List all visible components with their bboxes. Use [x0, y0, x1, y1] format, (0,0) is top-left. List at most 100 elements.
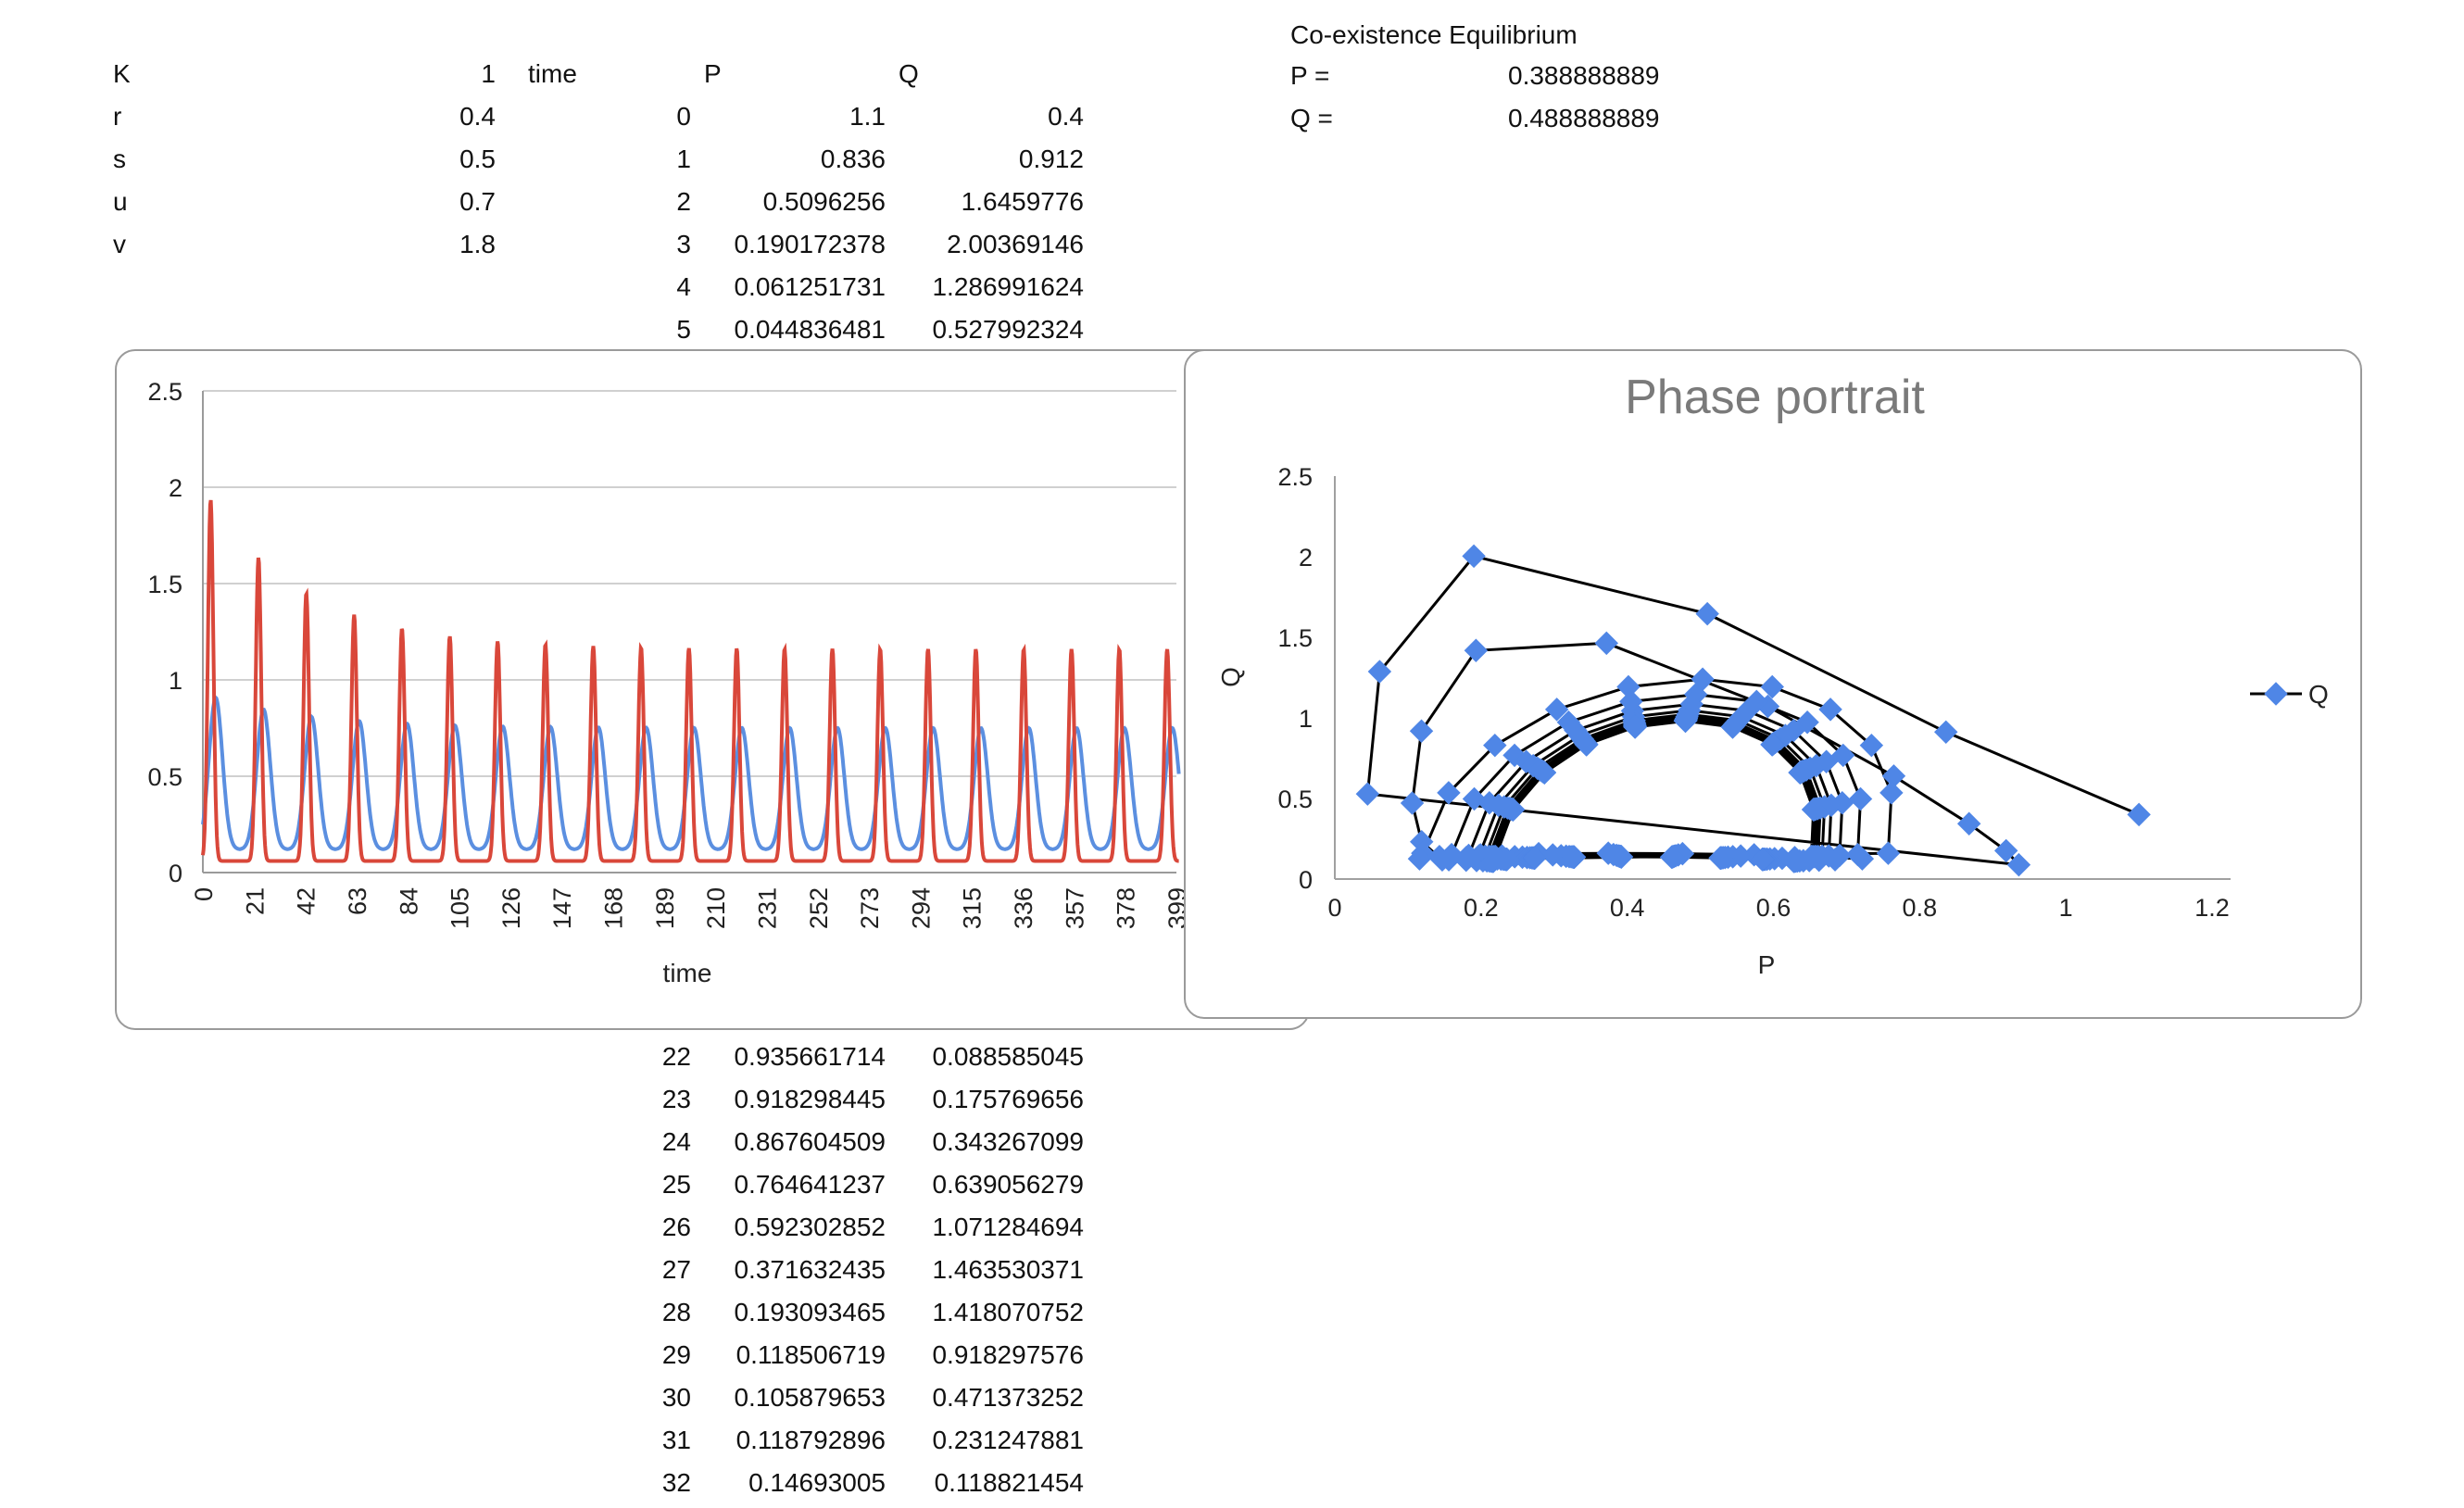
time-cell: 29 [661, 1340, 691, 1369]
time-cell: 2 [676, 187, 691, 216]
y-tick-label: 0.5 [1277, 785, 1313, 813]
equilibrium-q-label: Q = [1290, 104, 1333, 132]
x-tick-label: 105 [446, 887, 474, 929]
phase-point [1609, 845, 1634, 869]
time-series-chart[interactable]: 0 0.5 1 1.5 2 2.5 0 21 42 63 84 105 126 147 168 189 210… [115, 349, 1310, 1030]
q-cell: 1.418070752 [932, 1298, 1084, 1326]
phase-point [1660, 845, 1684, 870]
time-cell: 26 [661, 1213, 691, 1241]
phase-point [2127, 802, 2151, 827]
q-cell: 0.231247881 [932, 1426, 1084, 1454]
param-name: K [113, 59, 131, 88]
phase-point [1760, 733, 1784, 757]
param-value: 1.8 [459, 230, 496, 258]
param-value: 0.5 [459, 145, 496, 173]
phase-point [1695, 601, 1719, 626]
y-tick-label: 0 [169, 860, 182, 887]
param-name: v [113, 230, 126, 258]
equilibrium-title: Co-existence Equilibrium [1290, 20, 1578, 49]
legend: Q [2250, 680, 2329, 709]
time-cell: 30 [661, 1383, 691, 1412]
q-cell: 0.175769656 [932, 1085, 1084, 1113]
phase-point [1616, 674, 1641, 699]
p-cell: 0.105879653 [734, 1383, 886, 1412]
phase-point [1483, 733, 1507, 758]
phase-point [1623, 715, 1647, 739]
x-tick-label: 357 [1061, 887, 1088, 929]
x-tick-label: 315 [959, 887, 987, 929]
phase-point [1848, 786, 1873, 811]
header-time: time [528, 59, 577, 88]
equilibrium-q-value: 0.488888889 [1508, 104, 1660, 132]
time-cell: 32 [661, 1468, 691, 1497]
p-cell: 0.193093465 [734, 1298, 886, 1326]
phase-point [1495, 848, 1519, 872]
time-series-plot: 0 0.5 1 1.5 2 2.5 0 21 42 63 84 105 126 147 168 189 210… [147, 378, 1191, 987]
q-cell: 0.088585045 [932, 1042, 1084, 1071]
x-tick-label: 0.8 [1903, 894, 1938, 922]
time-cell: 27 [661, 1255, 691, 1284]
x-axis-title: P [1758, 950, 1776, 979]
phase-point [1532, 760, 1557, 785]
time-cell: 4 [676, 272, 691, 301]
x-tick-label: 231 [753, 887, 781, 929]
p-cell: 0.118506719 [735, 1340, 886, 1369]
param-name: s [113, 145, 126, 173]
phase-point [1562, 845, 1587, 870]
x-tick-label: 0.6 [1756, 894, 1791, 922]
x-tick-label: 252 [805, 887, 833, 929]
y-tick-label: 2.5 [147, 378, 182, 406]
phase-point [1876, 841, 1901, 865]
phase-point [1400, 791, 1425, 815]
phase-point [1673, 709, 1698, 734]
p-cell: 0.5096256 [762, 187, 886, 216]
q-cell: 2.00369146 [947, 230, 1084, 258]
header-p: P [704, 59, 722, 88]
time-cell: 3 [676, 230, 691, 258]
chart-title: Phase portrait [1625, 371, 1925, 424]
x-tick-label: 63 [344, 887, 371, 915]
header-q: Q [899, 59, 919, 88]
time-cell: 5 [676, 315, 691, 344]
y-tick-label: 1.5 [1277, 624, 1313, 652]
series-q-line [201, 499, 1179, 863]
p-cell: 0.592302852 [734, 1213, 886, 1241]
q-cell: 0.918297576 [932, 1340, 1084, 1369]
x-tick-label: 126 [497, 887, 525, 929]
x-tick-label: 1 [2059, 894, 2073, 922]
param-value: 0.7 [459, 187, 496, 216]
x-axis-title: time [663, 959, 712, 987]
time-cell: 23 [661, 1085, 691, 1113]
p-cell: 0.371632435 [734, 1255, 886, 1284]
p-cell: 0.118792896 [735, 1426, 886, 1454]
x-tick-label: 294 [907, 887, 935, 929]
x-tick-label: 147 [548, 887, 576, 929]
x-tick-label: 42 [293, 887, 321, 915]
time-cell: 22 [661, 1042, 691, 1071]
equilibrium-p-value: 0.388888889 [1508, 61, 1660, 90]
time-cell: 28 [661, 1298, 691, 1326]
x-tick-label: 189 [651, 887, 679, 929]
x-tick-label: 210 [702, 887, 730, 929]
phase-portrait-plot: Phase portrait 0 0.5 1 1.5 2 2.5 0 0.2 0.4 0.6 0.… [1216, 371, 2329, 979]
x-tick-label: 168 [600, 887, 628, 929]
p-cell: 0.867604509 [734, 1127, 886, 1156]
equilibrium-p-label: P = [1290, 61, 1330, 90]
phase-portrait-chart[interactable]: Phase portrait 0 0.5 1 1.5 2 2.5 0 0.2 0.4 0.6 0.… [1184, 349, 2362, 1019]
phase-point [1464, 638, 1489, 662]
time-cell: 24 [661, 1127, 691, 1156]
p-cell: 0.935661714 [734, 1042, 886, 1071]
phase-point [1355, 782, 1380, 806]
q-cell: 1.463530371 [932, 1255, 1084, 1284]
phase-point [1501, 798, 1526, 822]
q-cell: 1.6459776 [961, 187, 1084, 216]
phase-point [1750, 848, 1775, 872]
phase-point [1409, 719, 1434, 743]
x-tick-label: 0 [1327, 894, 1341, 922]
y-tick-label: 2 [169, 474, 182, 502]
phase-point [1802, 798, 1826, 822]
x-tick-label: 0.4 [1610, 894, 1645, 922]
time-cell: 0 [676, 102, 691, 131]
q-cell: 0.471373252 [932, 1383, 1084, 1412]
phase-point [1993, 838, 2018, 863]
